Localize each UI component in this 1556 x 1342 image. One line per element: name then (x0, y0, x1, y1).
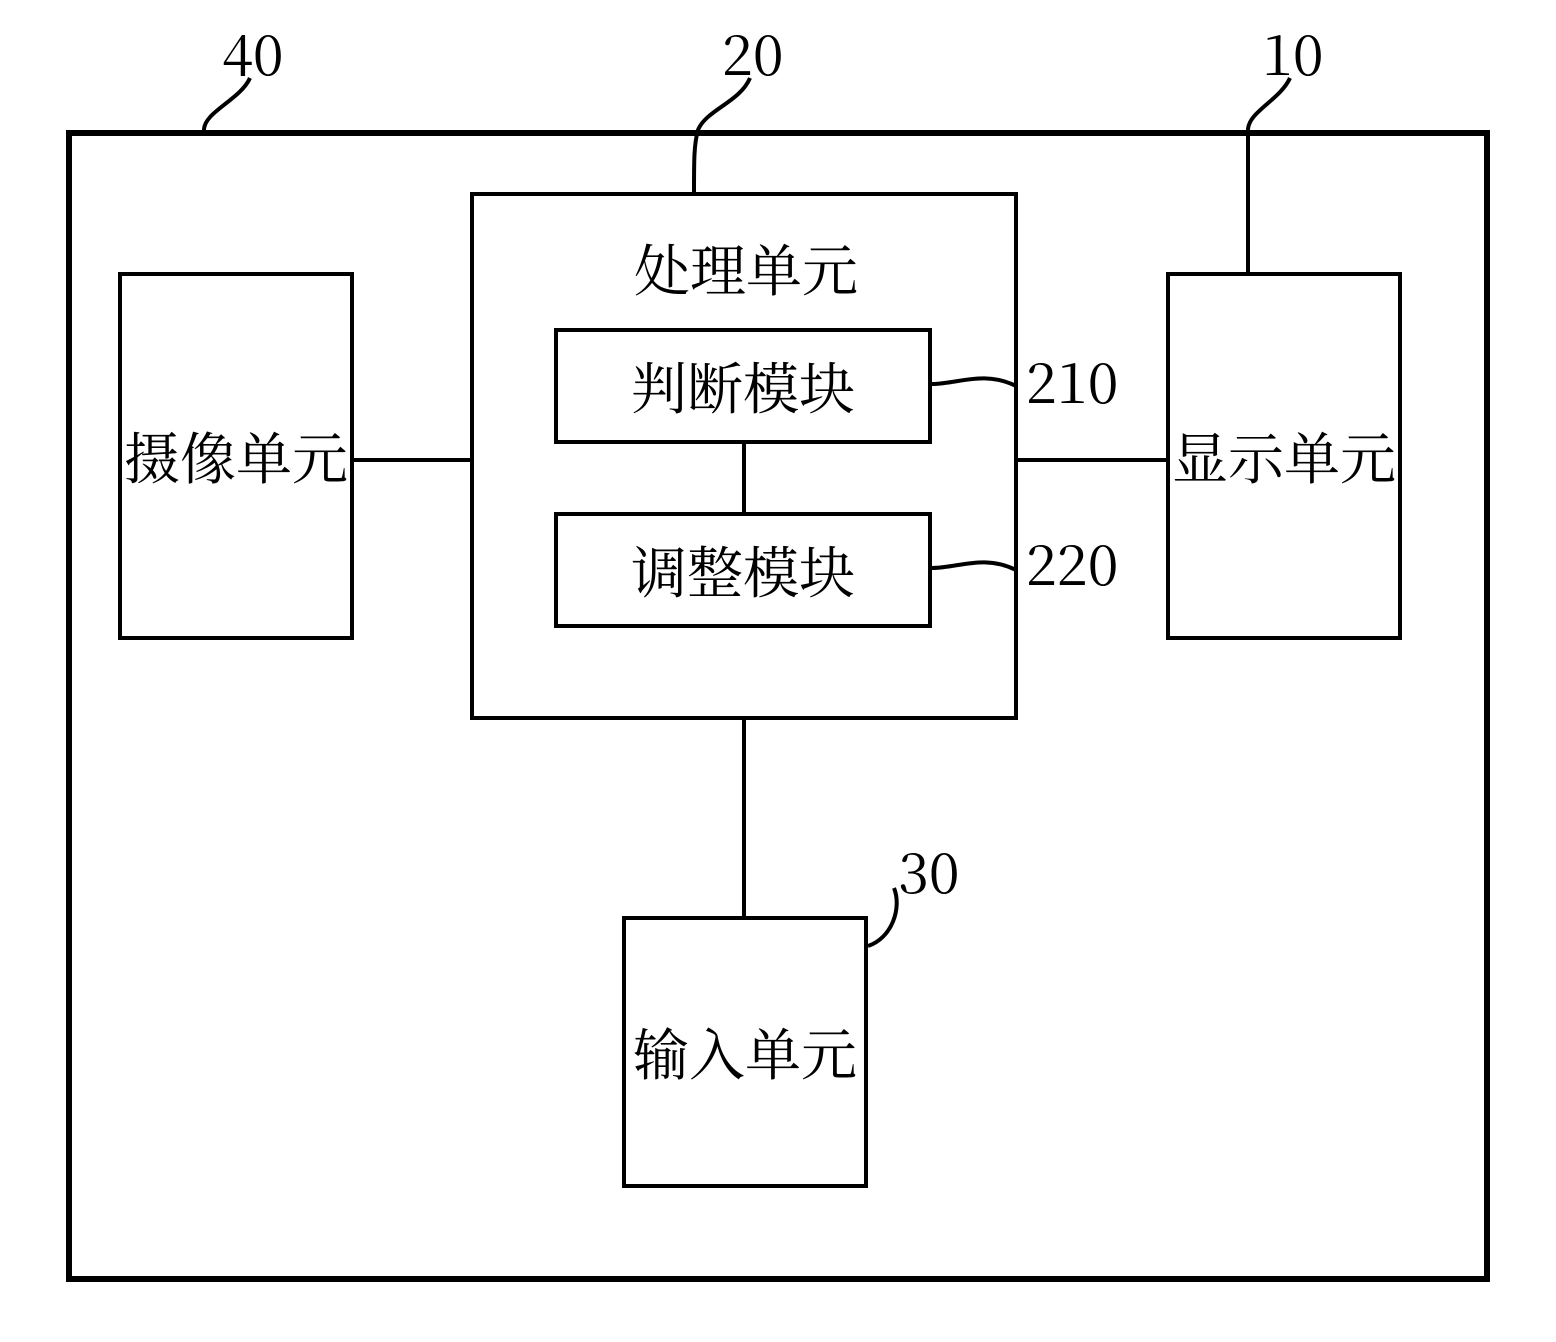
diagram-canvas: 摄像单元 处理单元 判断模块 调整模块 显示单元 输入单元 40 20 10 2… (0, 0, 1556, 1342)
ref-number-220: 220 (1026, 522, 1118, 602)
ref-number-30: 30 (898, 830, 960, 910)
ref-number-210: 210 (1026, 340, 1118, 420)
adjust-module-label: 调整模块 (631, 530, 855, 610)
camera-unit-box: 摄像单元 (118, 272, 354, 640)
ref-number-10: 10 (1262, 12, 1324, 92)
processing-unit-label: 处理单元 (634, 228, 858, 308)
judge-module-label: 判断模块 (631, 346, 855, 426)
input-unit-label: 输入单元 (633, 1012, 857, 1092)
display-unit-label: 显示单元 (1172, 416, 1396, 496)
display-unit-box: 显示单元 (1166, 272, 1402, 640)
judge-module-box: 判断模块 (554, 328, 932, 444)
ref-number-20: 20 (722, 12, 784, 92)
camera-unit-label: 摄像单元 (124, 416, 348, 496)
ref-number-40: 40 (222, 12, 284, 92)
input-unit-box: 输入单元 (622, 916, 868, 1188)
adjust-module-box: 调整模块 (554, 512, 932, 628)
